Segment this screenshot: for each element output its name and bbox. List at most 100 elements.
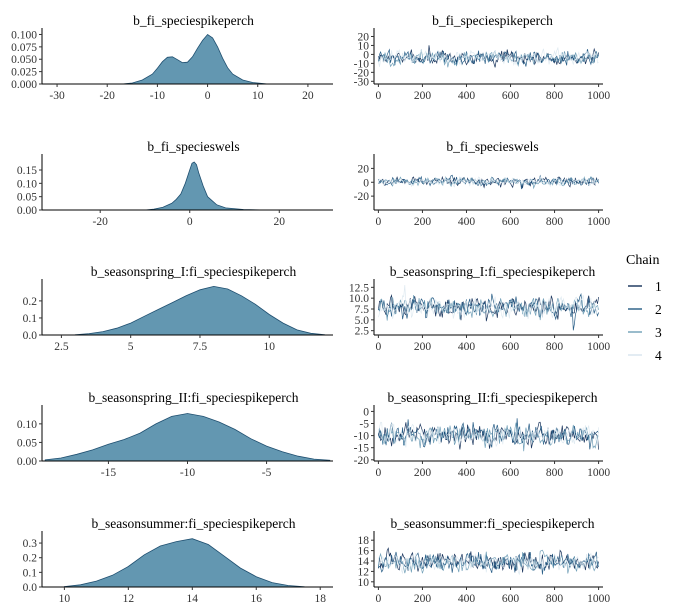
trace-chain-4-line-2: [378, 284, 599, 320]
density-2-x-tick-label-1: 5: [128, 341, 134, 353]
trace-1-x-tick-label-3: 600: [502, 216, 520, 228]
density-2-x-tick-label-3: 10: [264, 341, 276, 353]
density-area-2: [74, 285, 326, 336]
density-0-x-tick-label-2: -10: [150, 90, 166, 102]
trace-title-3: b_seasonspring_II:fi_speciespikeperch: [388, 390, 598, 405]
trace-0-x-tick-label-1: 200: [414, 90, 432, 102]
density-4-y-tick-label-2: 0.2: [23, 553, 38, 565]
trace-chain-3-line-4: [378, 549, 599, 574]
trace-4-y-tick-label-4: 10: [358, 577, 370, 589]
trace-0-y-tick-label-1: 10: [358, 40, 370, 52]
trace-2-y-tick-label-0: 12.5: [349, 282, 369, 294]
density-1-y-tick-label-1: 0.05: [17, 192, 37, 204]
trace-0-x-tick-label-5: 1000: [587, 90, 610, 102]
density-4-x-tick-label-1: 12: [123, 593, 135, 605]
density-4-x-tick-label-3: 16: [251, 593, 263, 605]
trace-1-x-tick-label-2: 400: [458, 216, 476, 228]
trace-4-x-tick-label-0: 0: [376, 593, 382, 605]
chain-legend: Chain 1 2 3 4: [626, 253, 662, 363]
trace-0-y-tick-label-2: 0: [363, 49, 369, 61]
density-0-y-tick-label-3: 0.075: [11, 42, 37, 54]
density-2-y-tick-label-1: 0.1: [23, 313, 38, 325]
trace-4-x-tick-label-1: 200: [414, 593, 432, 605]
density-1-x-tick-label-2: 20: [274, 216, 286, 228]
density-title-3: b_seasonspring_II:fi_speciespikeperch: [89, 390, 299, 405]
trace-chain-4-line-0: [378, 46, 599, 67]
density-title-2: b_seasonspring_I:fi_speciespikeperch: [91, 264, 297, 279]
trace-3-y-tick-label-0: 0: [363, 406, 369, 418]
density-4-x-tick-label-0: 10: [59, 593, 71, 605]
density-0-x-tick-label-4: 10: [252, 90, 264, 102]
density-area-4: [64, 538, 305, 588]
density-3-x-tick-label-2: -5: [262, 467, 272, 479]
trace-4-y-tick-label-3: 12: [358, 566, 370, 578]
density-3-y-tick-label-0: 0.00: [17, 456, 37, 468]
trace-1-x-tick-label-0: 0: [376, 216, 382, 228]
trace-1-y-tick-label-1: 0: [363, 177, 369, 189]
trace-4-x-tick-label-2: 400: [458, 593, 476, 605]
density-1-x-tick-label-0: -20: [93, 216, 109, 228]
trace-0-x-tick-label-4: 800: [546, 90, 564, 102]
trace-0-y-tick-label-0: 20: [358, 31, 370, 43]
density-3-x-tick-label-1: -10: [180, 467, 196, 479]
trace-chain-4-line-4: [378, 552, 599, 576]
trace-3-y-tick-label-1: -5: [359, 419, 369, 431]
trace-2-x-tick-label-1: 200: [414, 341, 432, 353]
trace-2-x-tick-label-0: 0: [376, 341, 382, 353]
trace-1-x-tick-label-1: 200: [414, 216, 432, 228]
panel-row-0: b_fi_speciespikeperch-30 -20 -10 0 10 200.000…: [11, 13, 610, 102]
trace-3-x-tick-label-1: 200: [414, 467, 432, 479]
trace-3-x-tick-label-5: 1000: [587, 467, 610, 479]
density-0-x-tick-label-5: 20: [302, 90, 314, 102]
density-area-3: [44, 413, 331, 462]
trace-3-x-tick-label-3: 600: [502, 467, 520, 479]
density-title-1: b_fi_specieswels: [147, 139, 239, 154]
trace-3-y-tick-label-3: -15: [354, 443, 370, 455]
trace-2-y-tick-label-1: 10.0: [349, 293, 369, 305]
density-title-4: b_seasonsummer:fi_speciespikeperch: [92, 516, 296, 531]
trace-0-x-tick-label-3: 600: [502, 90, 520, 102]
density-4-y-tick-label-3: 0.3: [23, 538, 38, 550]
density-0-x-tick-label-3: 0: [205, 90, 211, 102]
trace-title-0: b_fi_speciespikeperch: [432, 13, 553, 28]
density-4-y-tick-label-1: 0.1: [23, 567, 38, 579]
density-0-x-tick-label-0: -30: [49, 90, 65, 102]
trace-4-y-tick-label-0: 18: [358, 535, 370, 547]
trace-3-y-tick-label-4: -20: [354, 455, 370, 467]
trace-chain-4-line-1: [378, 176, 599, 188]
density-0-y-tick-label-0: 0.000: [11, 79, 37, 91]
trace-0-x-tick-label-0: 0: [376, 90, 382, 102]
trace-4-x-tick-label-4: 800: [546, 593, 564, 605]
density-2-y-tick-label-0: 0.0: [23, 330, 38, 342]
trace-2-x-tick-label-4: 800: [546, 341, 564, 353]
density-0-y-tick-label-4: 0.100: [11, 29, 37, 41]
legend-label-3: 3: [655, 325, 662, 340]
density-2-y-tick-label-2: 0.2: [23, 296, 38, 308]
density-title-0: b_fi_speciespikeperch: [133, 13, 254, 28]
density-4-x-tick-label-2: 14: [187, 593, 199, 605]
trace-1-x-tick-label-4: 800: [546, 216, 564, 228]
legend-label-2: 2: [655, 302, 662, 317]
density-2-x-tick-label-2: 7.5: [193, 341, 208, 353]
trace-2-x-tick-label-3: 600: [502, 341, 520, 353]
trace-0-y-tick-label-3: -10: [354, 58, 370, 70]
density-3-y-tick-label-2: 0.10: [17, 419, 37, 431]
trace-1-y-tick-label-2: -20: [354, 191, 370, 203]
trace-3-x-tick-label-0: 0: [376, 467, 382, 479]
density-0-y-tick-label-1: 0.025: [11, 67, 37, 79]
trace-4-x-tick-label-5: 1000: [587, 593, 610, 605]
density-3-x-tick-label-0: -15: [101, 467, 117, 479]
trace-0-y-tick-label-5: -30: [354, 76, 370, 88]
density-1-y-tick-label-3: 0.15: [17, 165, 37, 177]
density-area-0: [122, 33, 268, 85]
trace-title-4: b_seasonsummer:fi_speciespikeperch: [391, 516, 595, 531]
trace-1-x-tick-label-5: 1000: [587, 216, 610, 228]
density-4-x-tick-label-4: 18: [314, 593, 326, 605]
density-1-x-tick-label-1: 0: [187, 216, 193, 228]
trace-title-1: b_fi_specieswels: [446, 139, 538, 154]
trace-2-x-tick-label-5: 1000: [587, 341, 610, 353]
legend-label-1: 1: [655, 279, 662, 294]
density-1-y-tick-label-0: 0.00: [17, 205, 37, 217]
